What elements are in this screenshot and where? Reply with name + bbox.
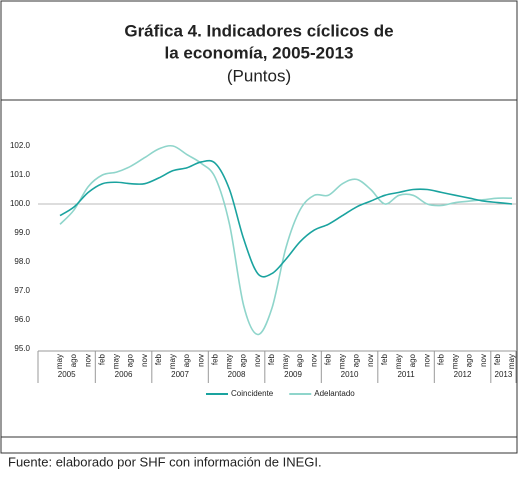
x-tick-label: ago [295, 353, 304, 367]
x-tick-label: may [168, 354, 177, 369]
x-tick-label: ago [182, 353, 191, 367]
x-tick-label: feb [154, 353, 163, 365]
x-tick-label: nov [196, 354, 205, 367]
x-tick-label: ago [239, 353, 248, 367]
source-note: Fuente: elaborado por SHF con informació… [8, 454, 322, 469]
y-tick-label: 98.0 [14, 257, 30, 266]
x-tick-label: feb [493, 353, 502, 365]
y-tick-label: 100.0 [10, 199, 31, 208]
x-tick-label: ago [408, 353, 417, 367]
x-tick-label: may [394, 354, 403, 369]
x-tick-label: feb [323, 353, 332, 365]
year-label: 2005 [58, 370, 76, 379]
x-tick-label: ago [69, 353, 78, 367]
x-tick-label: may [281, 354, 290, 369]
x-tick-label: nov [83, 354, 92, 367]
x-tick-label: may [451, 354, 460, 369]
year-label: 2011 [397, 370, 415, 379]
x-tick-label: may [55, 354, 64, 369]
x-tick-label: nov [140, 354, 149, 367]
x-tick-label: feb [380, 353, 389, 365]
y-tick-label: 102.0 [10, 141, 31, 150]
chart-title: Gráfica 4. Indicadores cíclicos de [124, 21, 393, 40]
series-line [59, 159, 513, 278]
x-tick-label: nov [422, 354, 431, 367]
legend-label: Adelantado [314, 389, 355, 398]
frame [0, 0, 518, 454]
x-tick-label: ago [352, 353, 361, 367]
x-tick-label: may [112, 354, 121, 369]
chart-title: la economía, 2005-2013 [164, 43, 353, 62]
year-label: 2007 [171, 370, 189, 379]
x-tick-label: nov [366, 354, 375, 367]
year-label: 2006 [115, 370, 133, 379]
y-tick-label: 97.0 [14, 286, 30, 295]
x-tick-label: nov [309, 354, 318, 367]
y-tick-label: 101.0 [10, 170, 31, 179]
x-tick-label: ago [465, 353, 474, 367]
y-tick-label: 96.0 [14, 315, 30, 324]
x-tick-label: feb [436, 353, 445, 365]
year-label: 2013 [495, 370, 513, 379]
year-label: 2010 [341, 370, 359, 379]
x-tick-label: nov [479, 354, 488, 367]
x-tick-label: nov [253, 354, 262, 367]
x-tick-label: feb [97, 353, 106, 365]
x-tick-label: may [507, 354, 516, 369]
x-tick-label: feb [210, 353, 219, 365]
year-label: 2012 [454, 370, 472, 379]
x-tick-label: may [338, 354, 347, 369]
x-tick-label: may [225, 354, 234, 369]
y-tick-label: 95.0 [14, 344, 30, 353]
year-label: 2008 [228, 370, 246, 379]
y-tick-label: 99.0 [14, 228, 30, 237]
x-tick-label: ago [126, 353, 135, 367]
x-tick-label: feb [267, 353, 276, 365]
year-label: 2009 [284, 370, 302, 379]
chart-subtitle: (Puntos) [227, 66, 291, 85]
legend-label: Coincidente [231, 389, 274, 398]
series-line [59, 144, 513, 336]
